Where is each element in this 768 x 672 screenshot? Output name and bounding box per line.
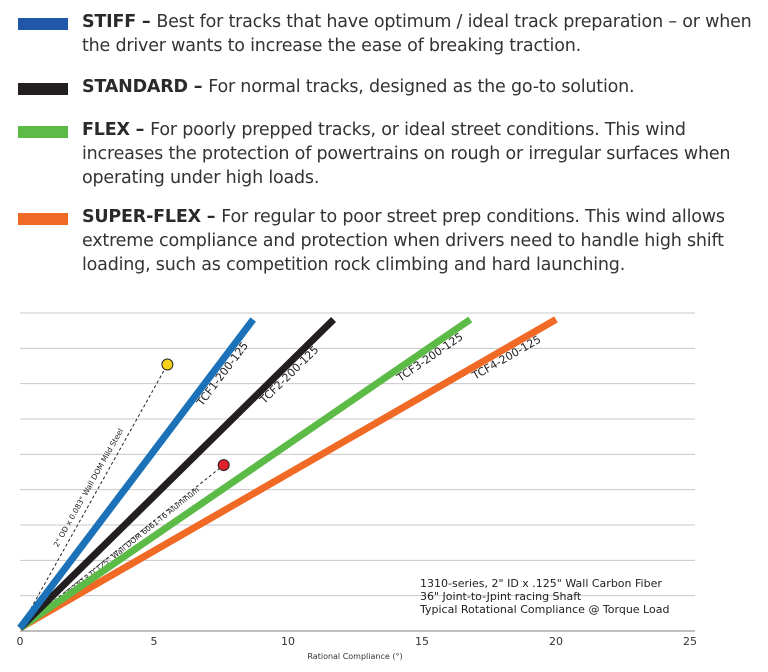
x-tick-label: 5 — [151, 635, 158, 648]
legend-dash: – — [187, 77, 209, 97]
series-label: TCF4-200-125 — [469, 333, 543, 383]
legend-title: SUPER-FLEX — [82, 207, 201, 227]
legend-dash: – — [129, 120, 151, 140]
annotation-line-1: 1310-series, 2" ID x .125" Wall Carbon F… — [420, 577, 662, 590]
reference-dashed-line — [19, 364, 168, 629]
legend-title: FLEX — [82, 120, 130, 140]
series-line-tcf2-200-125 — [17, 316, 337, 631]
reference-point — [161, 358, 174, 371]
x-tick-label: 25 — [683, 635, 697, 648]
legend-swatch-stiff — [18, 18, 68, 30]
annotation-line-3: Typical Rotational Compliance @ Torque L… — [419, 603, 669, 616]
x-axis-label: Rational Compliance (°) — [307, 652, 402, 661]
legend-swatch-flex — [18, 126, 68, 138]
legend-title: STIFF — [82, 12, 136, 32]
x-tick-label: 20 — [549, 635, 563, 648]
series-line-tcf1-200-125 — [17, 317, 256, 631]
legend-title: STANDARD — [82, 77, 188, 97]
x-tick-label: 15 — [415, 635, 429, 648]
legend-description: For normal tracks, designed as the go-to… — [208, 77, 635, 97]
legend-description: For regular to poor street prep conditio… — [82, 207, 725, 275]
series-line-tcf3-200-125 — [18, 316, 473, 631]
x-tick-label: 10 — [281, 635, 295, 648]
series-label: TCF1-200-125 — [194, 339, 251, 409]
legend-dash: – — [200, 207, 222, 227]
legend-swatch-standard — [18, 83, 68, 95]
series-label: TCF2-200-125 — [257, 343, 322, 407]
x-tick-label: 0 — [17, 635, 24, 648]
annotation-line-2: 36" Joint-to-Jpint racing Shaft — [420, 590, 582, 603]
legend-description: For poorly prepped tracks, or ideal stre… — [82, 120, 731, 188]
legend-description: Best for tracks that have optimum / idea… — [82, 12, 752, 56]
reference-point — [217, 459, 230, 472]
series-line-tcf4-200-125 — [18, 316, 558, 632]
legend-swatch-super-flex — [18, 213, 68, 225]
reference-dashed-line — [19, 464, 224, 629]
legend-dash: – — [135, 12, 157, 32]
reference-point-label: 2" OD x 0.083" Wall DOM Mild Steel — [52, 427, 125, 549]
